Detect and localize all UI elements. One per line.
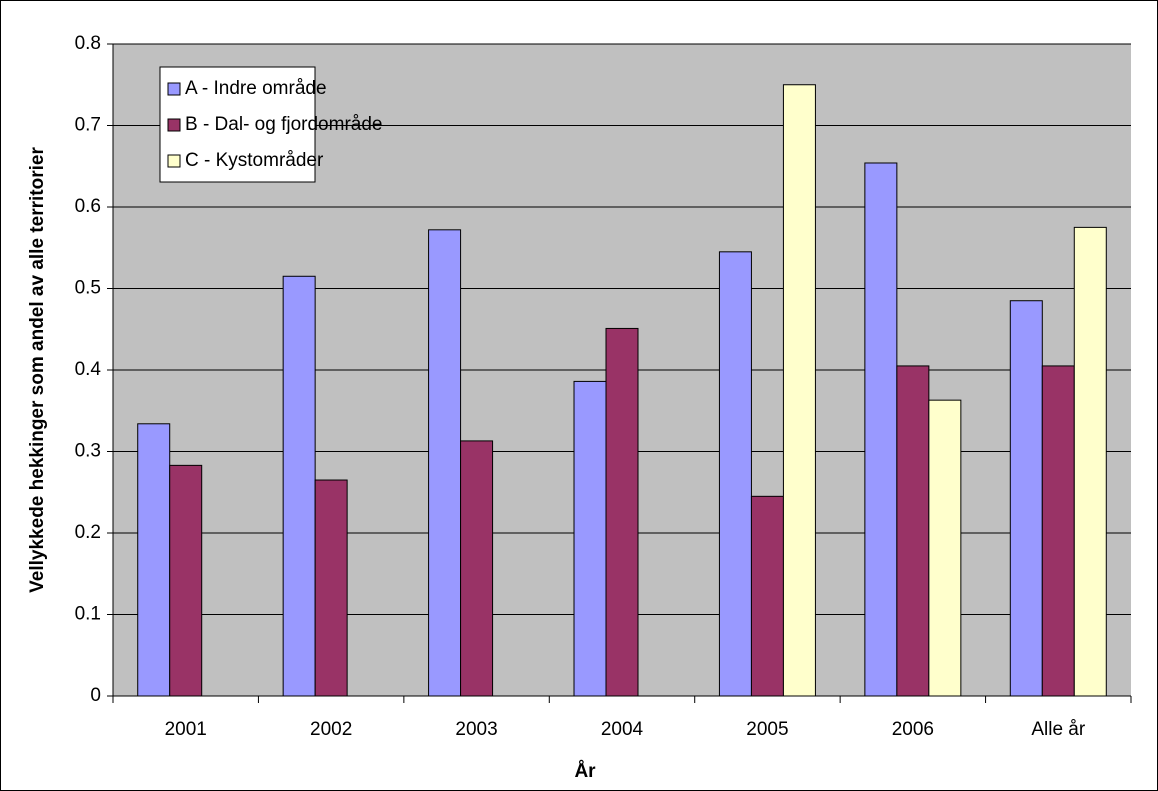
x-tick-label: 2006 <box>892 719 934 740</box>
legend-label: C - Kystområder <box>185 150 324 171</box>
bar <box>428 229 462 697</box>
x-tick-label: 2001 <box>165 719 207 740</box>
legend-box <box>159 66 316 183</box>
y-tick-label: 0.6 <box>75 196 101 217</box>
x-tick-label: 2002 <box>310 719 352 740</box>
bar <box>573 380 607 697</box>
x-tick-label: 2003 <box>455 719 497 740</box>
bar <box>460 440 494 697</box>
legend-label: B - Dal- og fjordområde <box>185 114 382 135</box>
legend-swatch <box>167 118 181 132</box>
x-tick-label: Alle år <box>1031 719 1086 740</box>
bar <box>864 162 898 697</box>
bar <box>1009 300 1043 697</box>
bar <box>718 251 752 697</box>
y-axis-title: Vellykkede hekkinger som andel av alle t… <box>27 147 48 593</box>
legend-swatch <box>167 154 181 168</box>
bar <box>605 327 639 697</box>
bar <box>1041 365 1075 697</box>
bar <box>169 464 203 697</box>
bar <box>750 495 784 697</box>
x-tick-label: 2004 <box>601 719 644 740</box>
bar <box>928 399 962 697</box>
x-axis-title: År <box>574 761 596 782</box>
legend-label: A - Indre område <box>185 78 327 99</box>
bar <box>896 365 930 697</box>
y-tick-label: 0.2 <box>75 522 101 543</box>
bar <box>137 423 171 697</box>
y-tick-label: 0.8 <box>75 33 101 54</box>
y-tick-label: 0 <box>90 685 101 706</box>
y-tick-label: 0.7 <box>75 115 101 136</box>
y-tick-label: 0.1 <box>75 604 101 625</box>
y-tick-label: 0.3 <box>75 441 101 462</box>
bar <box>282 275 316 697</box>
x-tick-label: 2005 <box>746 719 788 740</box>
y-tick-label: 0.5 <box>75 278 101 299</box>
legend-swatch <box>167 82 181 96</box>
y-tick-label: 0.4 <box>75 359 102 380</box>
bar <box>314 479 348 697</box>
bar <box>1073 226 1107 697</box>
bar <box>782 84 816 697</box>
